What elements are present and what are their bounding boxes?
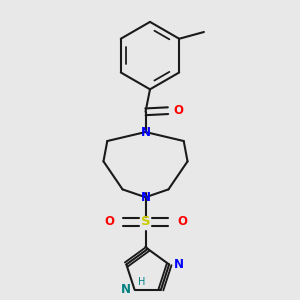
Text: N: N <box>140 125 151 139</box>
Text: O: O <box>174 104 184 117</box>
Text: N: N <box>121 283 131 296</box>
Text: S: S <box>141 215 150 228</box>
Text: N: N <box>174 258 184 271</box>
Text: H: H <box>138 277 145 287</box>
Text: O: O <box>177 215 187 228</box>
Text: O: O <box>104 215 114 228</box>
Text: N: N <box>140 191 151 204</box>
